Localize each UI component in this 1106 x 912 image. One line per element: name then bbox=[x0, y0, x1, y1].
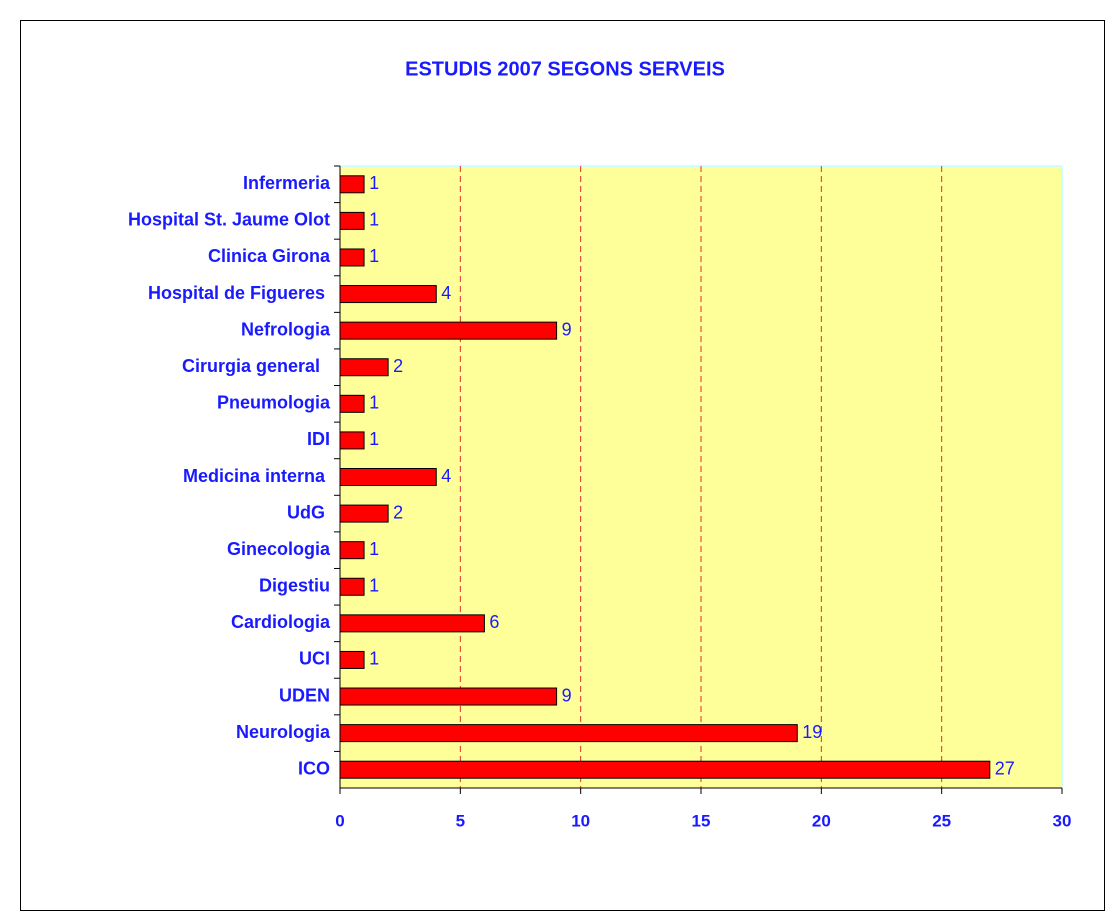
y-tick-label: UCI bbox=[299, 649, 330, 669]
bar bbox=[339, 175, 365, 194]
y-tick-label: Nefrologia bbox=[241, 319, 331, 339]
y-tick-label: Digestiu bbox=[259, 576, 330, 596]
value-label: 1 bbox=[369, 576, 379, 596]
value-label: 27 bbox=[995, 758, 1015, 778]
value-label: 19 bbox=[802, 722, 822, 742]
bar bbox=[339, 358, 389, 377]
x-tick-label: 20 bbox=[812, 811, 831, 830]
value-label: 1 bbox=[369, 649, 379, 669]
bar bbox=[339, 394, 365, 413]
bar bbox=[339, 248, 365, 267]
value-label: 1 bbox=[369, 210, 379, 230]
x-tick-label: 10 bbox=[571, 811, 590, 830]
value-label: 1 bbox=[369, 173, 379, 193]
bar bbox=[339, 650, 365, 669]
value-label: 6 bbox=[489, 612, 499, 632]
y-tick-label: Infermeria bbox=[243, 173, 331, 193]
x-tick-label: 0 bbox=[335, 811, 344, 830]
bar bbox=[339, 687, 558, 706]
value-label: 2 bbox=[393, 502, 403, 522]
value-label: 1 bbox=[369, 246, 379, 266]
y-tick-label: IDI bbox=[307, 429, 330, 449]
bar bbox=[339, 468, 437, 486]
value-label: 1 bbox=[369, 539, 379, 559]
y-tick-label: Medicina interna bbox=[183, 466, 330, 486]
y-tick-label: UdG bbox=[287, 502, 330, 522]
x-tick-label: 15 bbox=[692, 811, 711, 830]
y-tick-label: Clinica Girona bbox=[208, 246, 331, 266]
value-label: 2 bbox=[393, 356, 403, 376]
y-tick-label: Hospital St. Jaume Olot bbox=[128, 210, 330, 230]
y-tick-label: Pneumologia bbox=[217, 393, 331, 413]
bar bbox=[339, 504, 389, 523]
y-tick-label: UDEN bbox=[279, 685, 330, 705]
y-tick-label: Cirurgia general bbox=[182, 356, 330, 376]
x-tick-label: 30 bbox=[1053, 811, 1072, 830]
y-tick-label: Cardiologia bbox=[231, 612, 331, 632]
value-label: 4 bbox=[441, 466, 451, 486]
y-tick-label: ICO bbox=[298, 758, 330, 778]
y-tick-label: Hospital de Figueres bbox=[148, 283, 330, 303]
value-label: 1 bbox=[369, 393, 379, 413]
bar bbox=[339, 431, 365, 450]
y-tick-label: Neurologia bbox=[236, 722, 331, 742]
bar bbox=[339, 541, 365, 560]
bar bbox=[339, 760, 991, 779]
value-label: 1 bbox=[369, 429, 379, 449]
value-label: 9 bbox=[562, 319, 572, 339]
value-label: 9 bbox=[562, 685, 572, 705]
chart-title: ESTUDIS 2007 SEGONS SERVEIS bbox=[405, 58, 725, 80]
bar bbox=[339, 321, 558, 340]
bar bbox=[339, 211, 365, 230]
value-label: 4 bbox=[441, 283, 451, 303]
x-tick-label: 5 bbox=[456, 811, 465, 830]
x-tick-label: 25 bbox=[932, 811, 951, 830]
bar bbox=[339, 285, 437, 304]
bar bbox=[339, 614, 485, 633]
bar bbox=[339, 724, 798, 743]
bar bbox=[339, 577, 365, 596]
y-tick-label: Ginecologia bbox=[227, 539, 331, 559]
